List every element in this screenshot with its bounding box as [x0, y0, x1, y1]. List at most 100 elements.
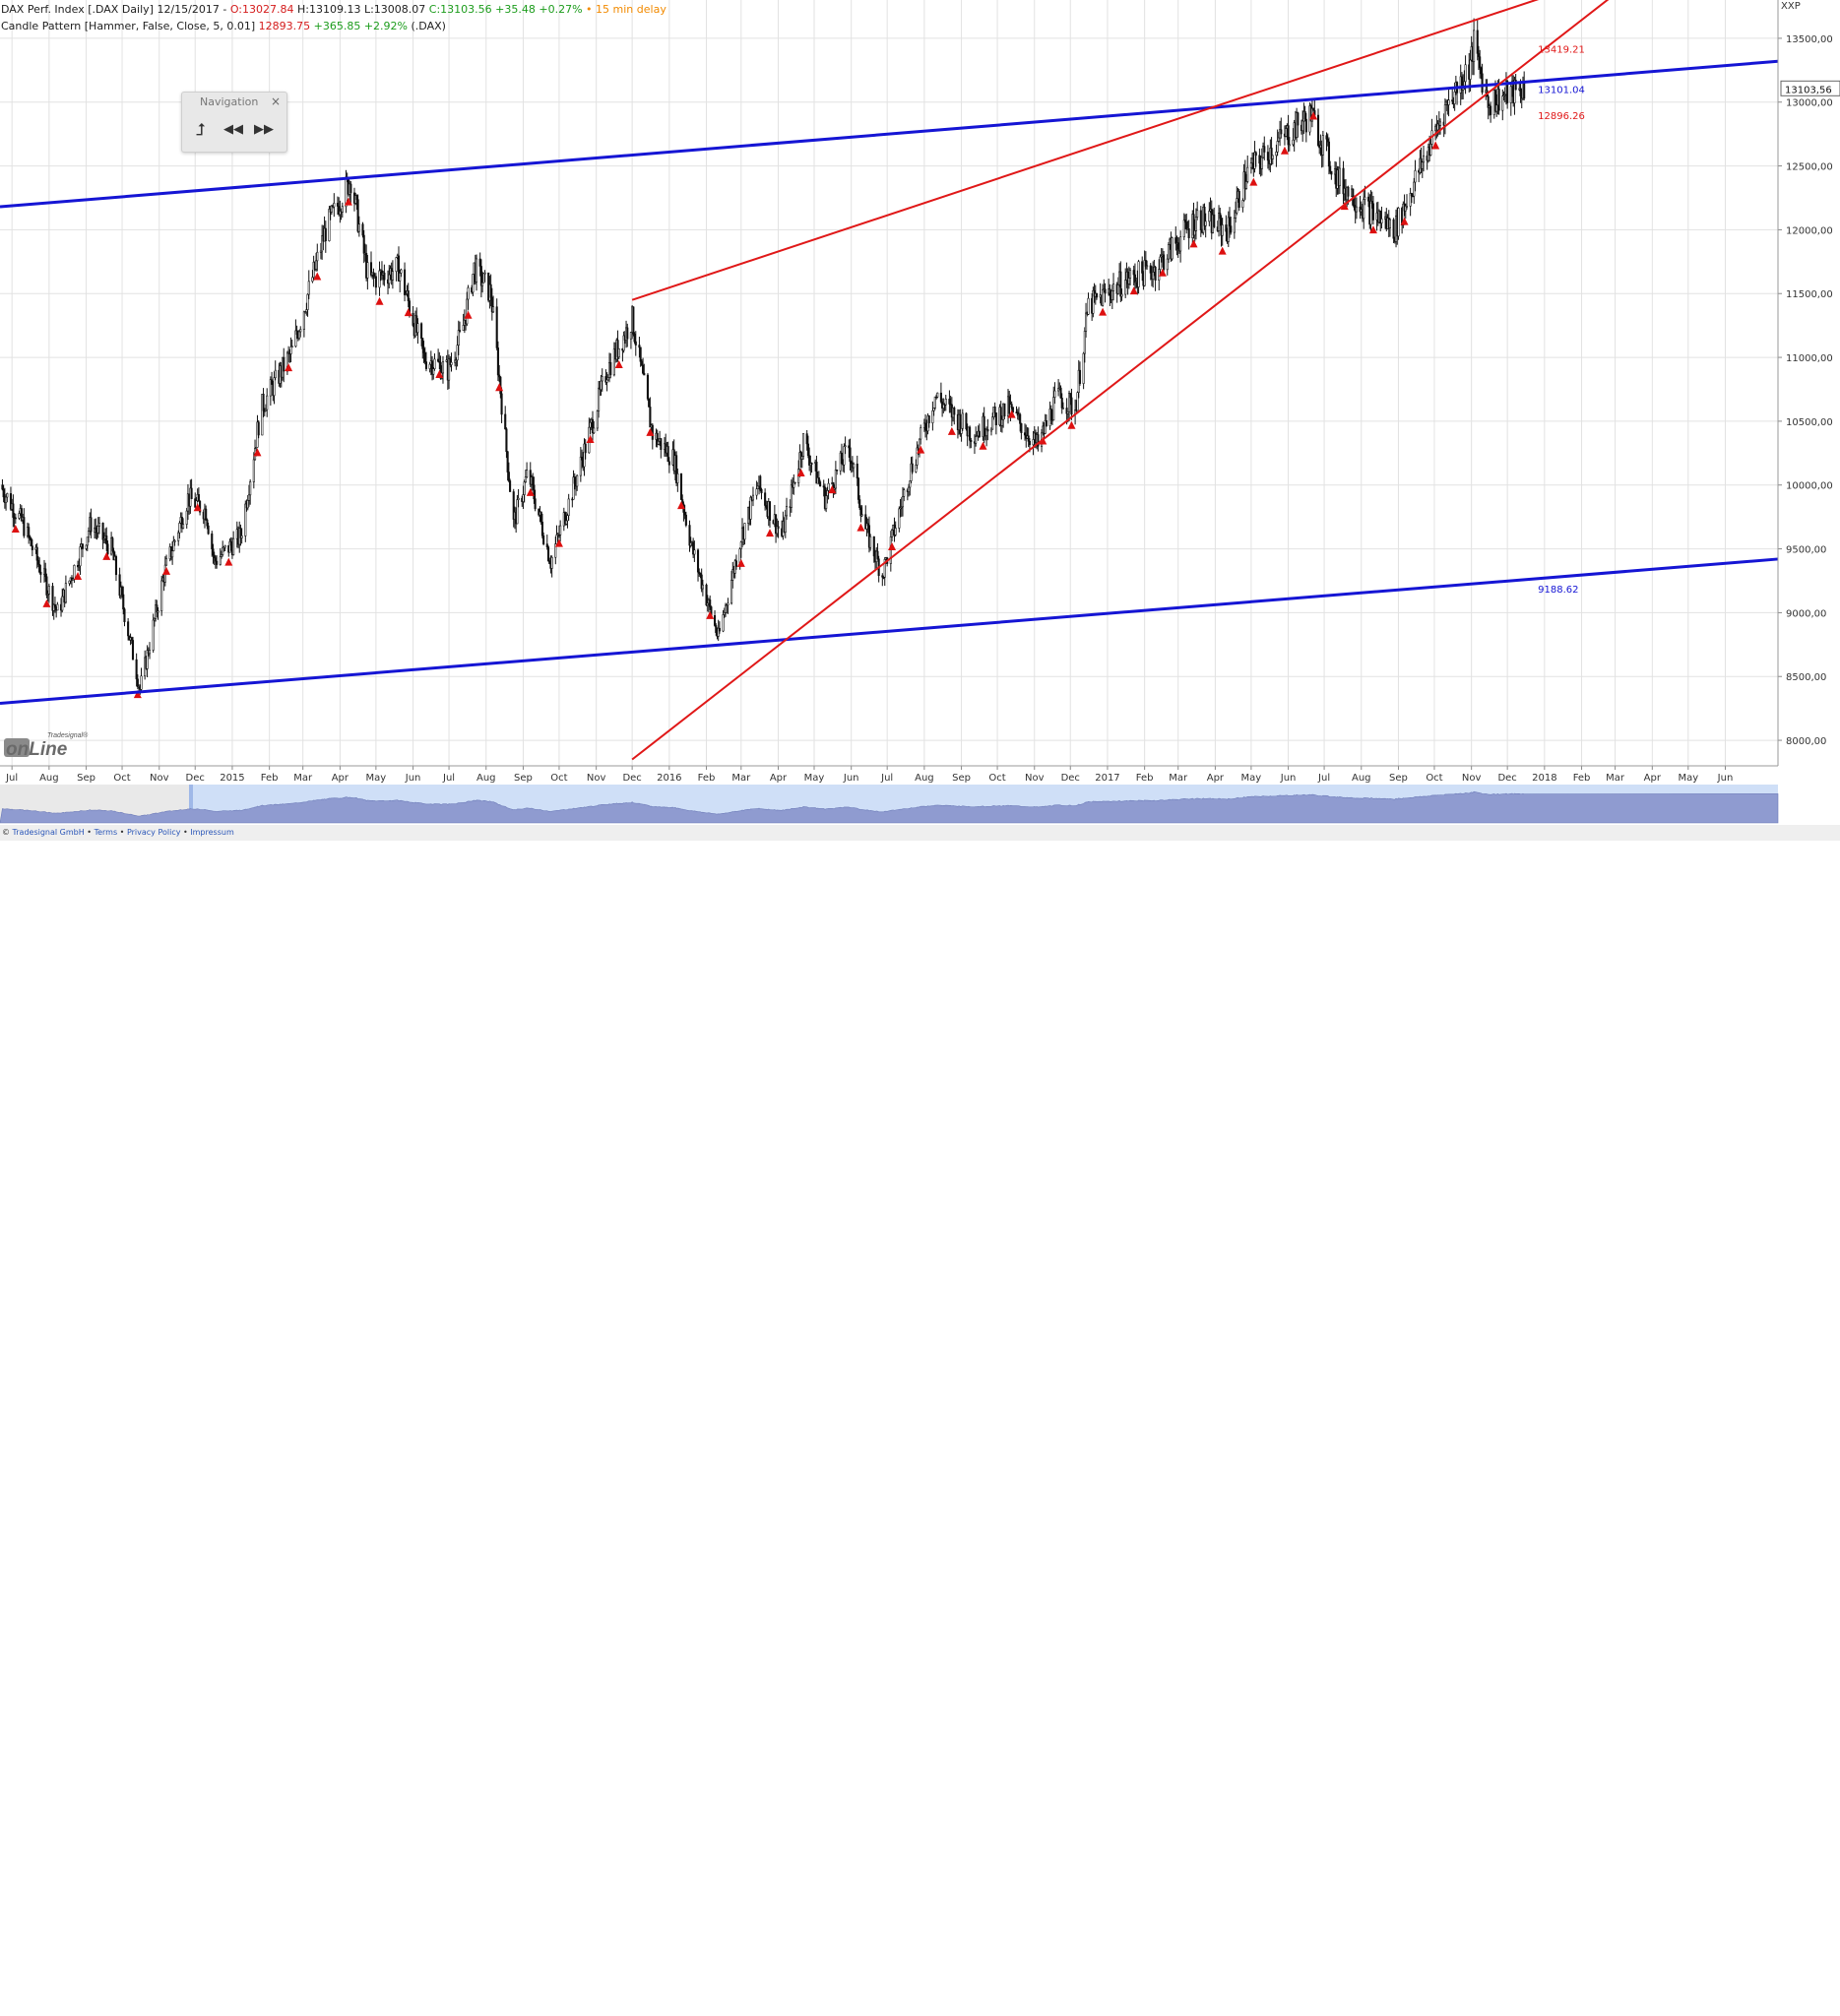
candle-body: [211, 533, 214, 549]
candle-body: [1104, 288, 1107, 294]
candle-body: [219, 556, 222, 565]
candle-body: [1447, 99, 1450, 105]
candle-body: [336, 203, 340, 207]
candle-body: [1519, 88, 1522, 96]
candle-body: [825, 495, 828, 509]
candle-body: [51, 586, 54, 611]
candle-body: [1380, 219, 1383, 223]
hammer-marker: [344, 197, 352, 206]
overview-handle: [189, 785, 193, 823]
candle-body: [1065, 408, 1068, 414]
candle-body: [872, 536, 875, 557]
hammer-marker: [554, 538, 563, 547]
price-chart[interactable]: 8000,00 8500,00 9000,00 9500,00 10000,00 1050…: [0, 0, 1840, 825]
candle-body: [667, 461, 670, 466]
candle-body: [38, 564, 41, 573]
candle-body: [1241, 200, 1244, 209]
hammer-marker: [857, 523, 865, 532]
candle-body: [1277, 137, 1280, 142]
candle-body: [1490, 105, 1492, 115]
x-tick-label: Oct: [988, 773, 1005, 784]
overview-navigator[interactable]: [0, 785, 1779, 824]
candle-body: [96, 526, 99, 534]
x-tick-label: Jun: [405, 773, 421, 784]
candle-body: [86, 536, 89, 546]
candle-body: [307, 281, 310, 295]
candle-body: [1292, 139, 1295, 146]
candle-body: [894, 528, 897, 536]
x-tick-label: Sep: [952, 773, 971, 784]
candle-body: [593, 427, 596, 434]
candle-body: [1363, 199, 1365, 220]
candle-body: [1194, 217, 1197, 231]
candle-body: [79, 546, 82, 567]
candle-body: [634, 341, 637, 346]
candle-body: [768, 501, 772, 521]
y-tick-label: 10000,00: [1786, 481, 1833, 492]
candle-body: [1392, 219, 1395, 239]
candle-body: [6, 493, 9, 498]
x-tick-label: Mar: [1606, 773, 1625, 784]
candle-body: [366, 262, 369, 279]
candle-body: [790, 484, 793, 508]
candle-body: [500, 393, 503, 415]
privacy-link[interactable]: Privacy Policy: [126, 828, 181, 837]
candle-body: [843, 446, 846, 466]
x-tick-label: Sep: [77, 773, 95, 784]
candle-body: [749, 496, 752, 520]
candle-body: [423, 352, 426, 362]
candle-body: [1228, 217, 1232, 226]
fast-forward-icon[interactable]: ▶▶: [254, 122, 274, 137]
candle-body: [492, 306, 495, 313]
x-tick-label: Nov: [587, 773, 606, 784]
candle-body: [983, 415, 985, 437]
candle-body: [383, 272, 386, 281]
candle-body: [1443, 104, 1446, 126]
hammer-marker: [614, 359, 623, 368]
candle-body: [114, 556, 118, 576]
close-icon[interactable]: ×: [270, 94, 281, 108]
candle-body: [657, 441, 660, 445]
candle-body: [1059, 387, 1062, 399]
hammer-marker: [1280, 146, 1289, 155]
hammer-marker: [947, 426, 956, 435]
company-link[interactable]: Tradesignal GmbH: [12, 828, 85, 837]
y-tick-label: 9500,00: [1786, 545, 1826, 556]
terms-link[interactable]: Terms: [94, 828, 118, 837]
candle-body: [44, 568, 47, 578]
candle-body: [1116, 284, 1119, 294]
candle-body: [1027, 435, 1030, 442]
candle-body: [106, 543, 109, 555]
candle-body: [777, 526, 780, 530]
candle-body: [207, 525, 210, 535]
rewind-icon[interactable]: ◀◀: [223, 122, 243, 137]
red-trendline: [631, 0, 1610, 761]
candle-body: [1271, 155, 1274, 159]
jump-up-icon[interactable]: ⮥: [195, 120, 207, 140]
candle-body: [197, 493, 200, 502]
candle-body: [883, 559, 886, 578]
red-trendline: [631, 0, 1540, 301]
candle-body: [724, 604, 728, 613]
candle-body: [989, 428, 993, 432]
trendline-value-label: 9188.62: [1538, 585, 1578, 596]
candle-body: [1263, 146, 1266, 153]
candle-body: [229, 540, 232, 546]
candle-body: [800, 456, 803, 460]
hammer-marker: [74, 571, 83, 580]
impressum-link[interactable]: Impressum: [190, 828, 234, 837]
candle-body: [395, 257, 398, 273]
candle-body: [960, 427, 963, 434]
candle-body: [315, 260, 318, 270]
candle-body: [911, 463, 914, 472]
candle-body: [47, 586, 50, 595]
candle-body: [1429, 144, 1432, 156]
trendlines[interactable]: [0, 0, 1779, 761]
candle-body: [283, 356, 286, 372]
candle-body: [1330, 170, 1333, 175]
candle-body: [1287, 125, 1290, 146]
candle-body: [424, 361, 428, 369]
candle-body: [148, 650, 152, 655]
candle-body: [727, 602, 730, 606]
candle-body: [1338, 167, 1341, 186]
